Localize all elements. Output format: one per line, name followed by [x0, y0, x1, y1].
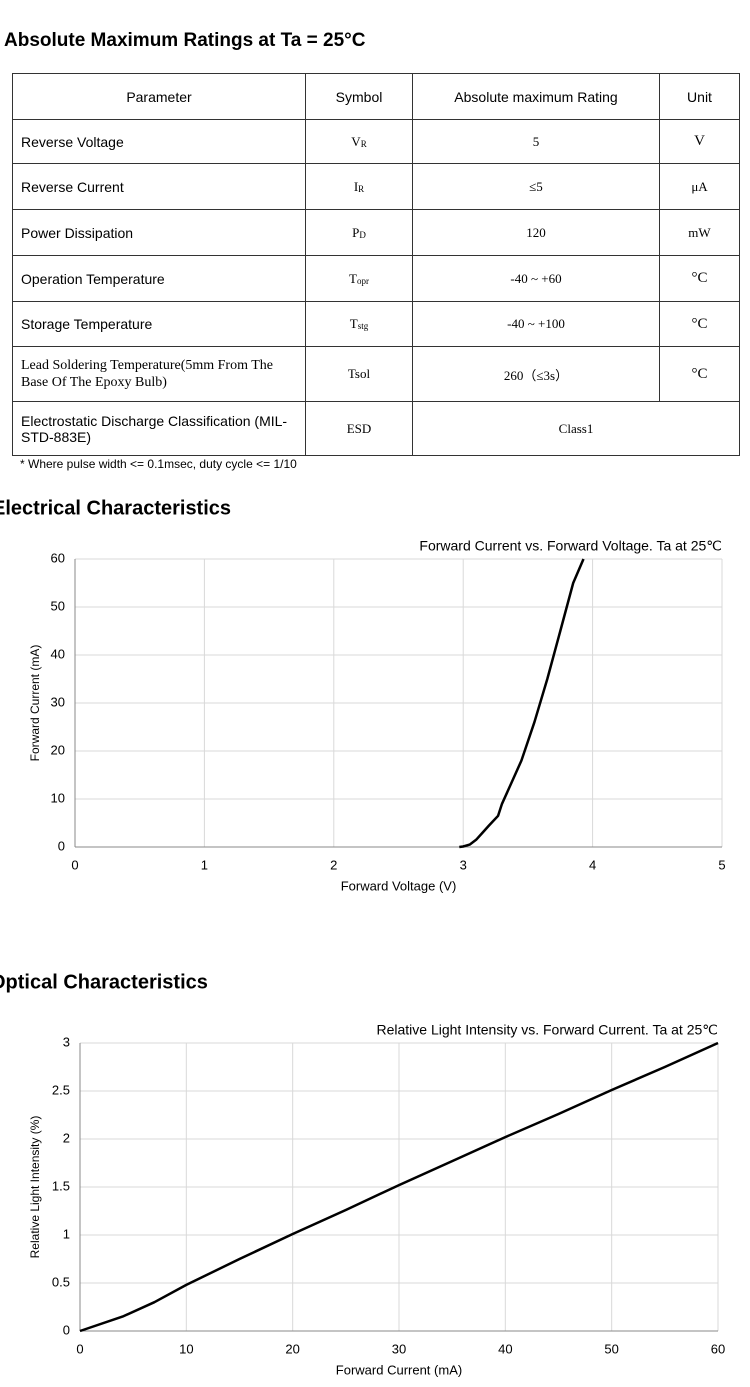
data-line [79, 1041, 719, 1333]
header-cell: Absolute maximum Rating [412, 73, 660, 120]
cell: -40 ~ +60 [412, 255, 660, 302]
x-tick-label: 40 [498, 1341, 512, 1356]
y-tick-label: 0.5 [52, 1274, 70, 1289]
subscript: R [358, 183, 365, 194]
cell: mW [659, 209, 740, 256]
cell: °C [659, 255, 740, 302]
cell: Power Dissipation [12, 209, 306, 256]
x-tick-label: 50 [604, 1341, 618, 1356]
cell: Tstg [305, 301, 413, 347]
y-tick-label: 10 [51, 790, 65, 805]
subscript: opr [356, 275, 369, 286]
y-tick-label: 0 [58, 838, 65, 853]
section-heading: Optical Characteristics [0, 971, 208, 993]
x-tick-label: 5 [718, 857, 725, 872]
cell: 5 [412, 119, 660, 164]
y-axis-label: Forward Current (mA) [28, 645, 42, 762]
x-tick-label: 4 [589, 857, 596, 872]
y-tick-label: 3 [63, 1034, 70, 1049]
chart-title: Relative Light Intensity vs. Forward Cur… [376, 1022, 718, 1038]
y-tick-label: 40 [51, 646, 65, 661]
x-tick-label: 30 [392, 1341, 406, 1356]
chart-title: Forward Current vs. Forward Voltage. Ta … [419, 538, 722, 554]
x-tick-label: 20 [285, 1341, 299, 1356]
x-axis-label: Forward Voltage (V) [341, 878, 457, 893]
x-tick-label: 0 [71, 857, 78, 872]
cell: V [659, 119, 740, 164]
symbol: T [349, 270, 357, 286]
symbol: I [353, 178, 359, 194]
x-tick-label: 2 [330, 857, 337, 872]
x-axis-label: Forward Current (mA) [336, 1362, 462, 1377]
cell: Electrostatic Discharge Classification (… [12, 401, 306, 456]
x-tick-label: 3 [460, 857, 467, 872]
section-heading: Electrical Characteristics [0, 497, 231, 519]
cell: ESD [305, 401, 413, 456]
x-tick-label: 60 [711, 1341, 725, 1356]
y-tick-label: 2.5 [52, 1082, 70, 1097]
cell: Reverse Voltage [12, 119, 306, 164]
y-tick-label: 0 [63, 1322, 70, 1337]
cell: Lead Soldering Temperature(5mm From The … [12, 346, 306, 402]
y-tick-label: 1.5 [52, 1178, 70, 1193]
cell: ≤5 [412, 163, 660, 210]
symbol: V [351, 133, 361, 149]
subscript: D [359, 229, 366, 240]
cell: μA [659, 163, 740, 210]
subscript: R [360, 138, 367, 149]
cell: Topr [305, 255, 413, 302]
y-tick-label: 60 [51, 550, 65, 565]
table-title: Absolute Maximum Ratings at Ta = 25°C [4, 30, 366, 51]
x-tick-label: 1 [201, 857, 208, 872]
header-cell: Unit [659, 73, 740, 120]
subscript: stg [357, 321, 369, 331]
symbol: T [349, 316, 358, 331]
cell: IR [305, 163, 413, 210]
ratings-table: Parameter Symbol Absolute maximum Rating… [12, 73, 740, 456]
cell: 120 [412, 209, 660, 256]
y-tick-label: 30 [51, 694, 65, 709]
x-tick-label: 0 [76, 1341, 83, 1356]
y-tick-label: 20 [51, 742, 65, 757]
y-tick-label: 2 [63, 1130, 70, 1145]
symbol: P [352, 224, 360, 240]
y-axis-label: Relative Light Intensity (%) [28, 1116, 42, 1259]
x-tick-label: 10 [179, 1341, 193, 1356]
y-tick-label: 50 [51, 598, 65, 613]
footnote: * Where pulse width <= 0.1msec, duty cyc… [20, 457, 297, 471]
cell: PD [305, 209, 413, 256]
header-cell: Parameter [12, 73, 306, 120]
cell: Tsol [305, 346, 413, 402]
header-cell: Symbol [305, 73, 413, 120]
data-line [459, 558, 585, 849]
cell: Class1 [412, 401, 740, 456]
y-tick-label: 1 [63, 1226, 70, 1241]
cell: Operation Temperature [12, 255, 306, 302]
